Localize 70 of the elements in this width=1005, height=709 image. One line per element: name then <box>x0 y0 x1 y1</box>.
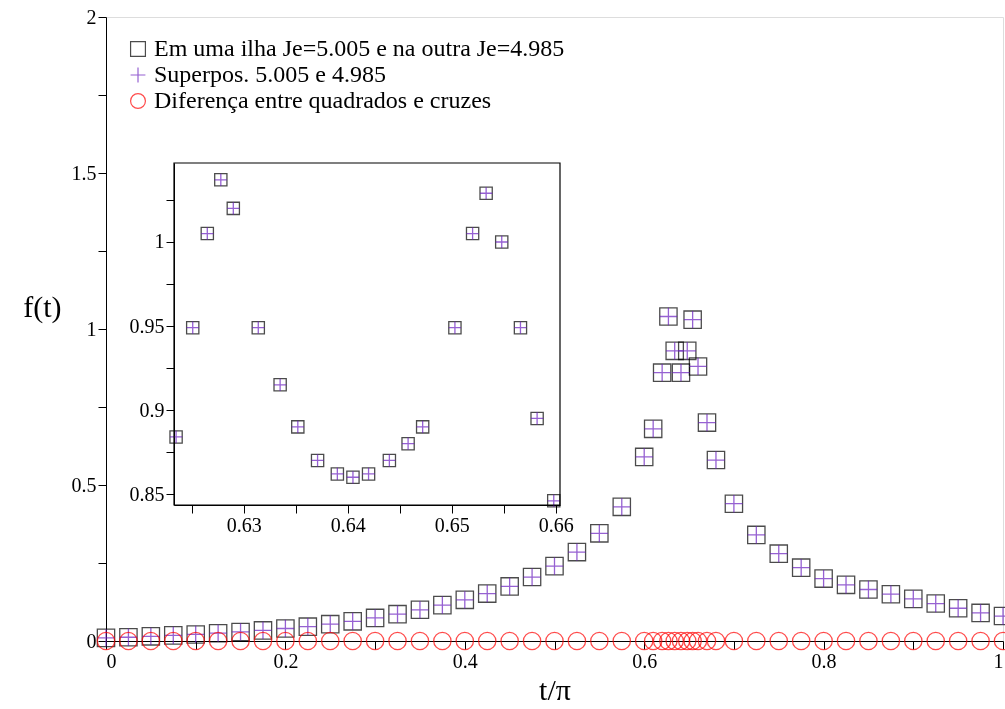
point <box>500 631 519 651</box>
point <box>948 631 968 651</box>
point <box>724 631 744 651</box>
point <box>659 631 678 651</box>
point <box>320 631 340 651</box>
point <box>186 631 206 651</box>
point <box>836 631 856 651</box>
point <box>477 631 497 651</box>
point <box>567 631 587 651</box>
point <box>455 631 475 651</box>
point <box>697 631 717 651</box>
y-tick-label: 0.9 <box>139 398 165 421</box>
point <box>343 631 362 651</box>
point <box>141 631 161 651</box>
point <box>671 631 691 651</box>
point <box>208 631 228 651</box>
point <box>298 631 318 651</box>
y-tick-label: 1 <box>154 230 165 253</box>
point <box>769 631 789 651</box>
y-tick-label: 0.85 <box>129 482 165 505</box>
y-tick-label: 1.5 <box>71 161 97 184</box>
point <box>677 631 697 651</box>
x-tick-label: 1 <box>993 649 1004 672</box>
x-axis-title: t/π <box>539 672 571 706</box>
x-tick-label: 0.4 <box>452 649 478 672</box>
point <box>791 631 811 651</box>
point <box>971 631 990 651</box>
y-tick-label: 0 <box>86 629 97 652</box>
point <box>643 631 663 651</box>
point <box>665 631 685 651</box>
point <box>706 631 726 651</box>
point <box>814 631 833 651</box>
point <box>683 631 702 651</box>
legend-label: Diferença entre quadrados e cruzes <box>154 87 492 113</box>
point <box>634 631 654 651</box>
point <box>388 631 407 651</box>
point <box>433 631 452 651</box>
point <box>612 631 632 651</box>
x-tick-label: 0.64 <box>330 513 366 536</box>
x-tick-label: 0.63 <box>226 513 262 536</box>
point <box>119 631 138 651</box>
x-tick-label: 0.66 <box>538 513 574 536</box>
x-tick-label: 0 <box>106 649 117 672</box>
point <box>903 631 923 651</box>
point <box>688 631 708 651</box>
point <box>926 631 946 651</box>
y-tick-label: 2 <box>86 5 97 28</box>
y-tick-label: 0.5 <box>71 473 97 496</box>
point <box>545 631 564 651</box>
point <box>590 631 609 651</box>
legend-label: Em uma ilha Je=5.005 e na outra Je=4.985 <box>154 35 565 61</box>
point <box>365 631 385 651</box>
y-axis-title: f(t) <box>23 289 62 324</box>
x-tick-label: 0.6 <box>632 649 658 672</box>
x-tick-label: 0.2 <box>273 649 299 672</box>
point <box>881 631 901 651</box>
point <box>522 631 542 651</box>
point <box>231 631 250 651</box>
point <box>747 631 766 651</box>
point <box>410 631 430 651</box>
point <box>652 631 672 651</box>
point <box>163 631 183 651</box>
x-tick-label: 0.8 <box>811 649 837 672</box>
point <box>253 631 273 651</box>
y-tick-label: 0.95 <box>129 314 165 337</box>
x-tick-label: 0.65 <box>434 513 470 536</box>
y-tick-label: 1 <box>86 317 97 340</box>
point <box>276 631 295 651</box>
point <box>859 631 878 651</box>
legend-label: Superpos. 5.005 e 4.985 <box>154 61 386 87</box>
